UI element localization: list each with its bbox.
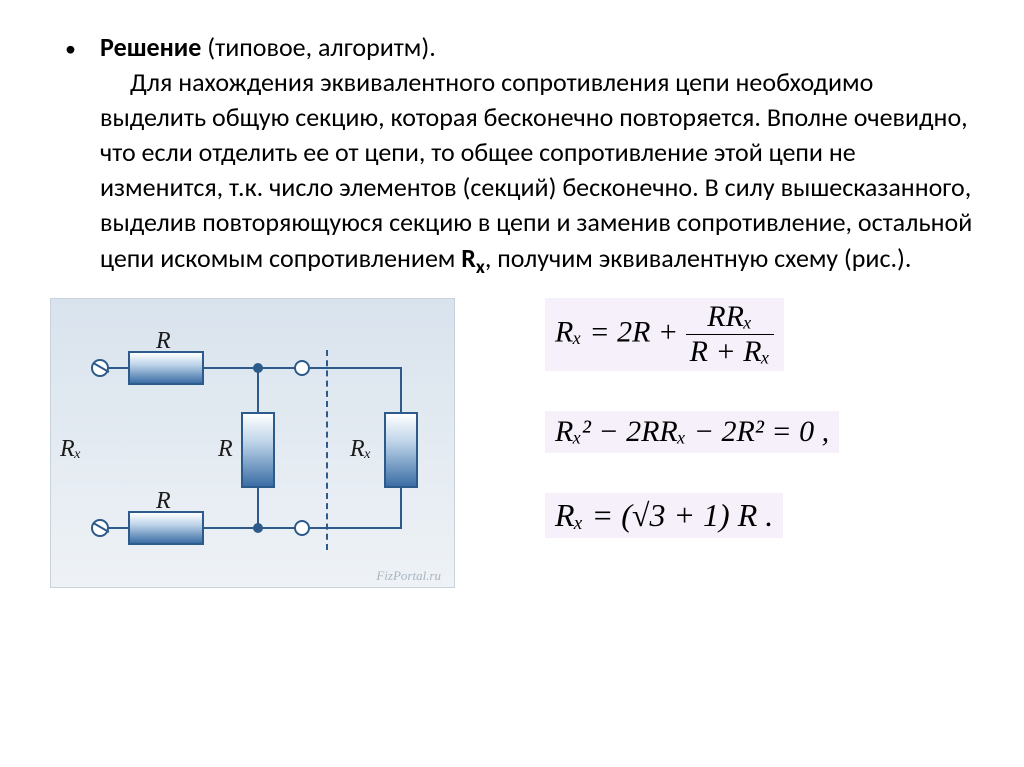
resistor-mid <box>241 412 275 488</box>
lower-row: R R R Rₓ Rₓ FizPortal.ru Rₓ = 2R + RRₓ R… <box>0 280 1024 588</box>
wire <box>257 368 259 412</box>
wire <box>204 527 259 529</box>
formula-1: Rₓ = 2R + RRₓ R + Rₓ <box>545 298 784 371</box>
label-r-bottom: R <box>156 488 171 515</box>
dashed-line <box>326 350 328 550</box>
label-r-top: R <box>156 328 171 355</box>
wire <box>257 488 259 528</box>
wire <box>108 527 128 529</box>
label-rx-side: Rₓ <box>60 436 81 463</box>
body-part2: , получим эквивалентную схему (рис.). <box>485 242 912 274</box>
heading-bold: Решение <box>100 31 201 63</box>
wire <box>204 367 259 369</box>
terminal-bottom <box>91 519 109 537</box>
resistor-bottom <box>128 511 204 545</box>
bullet-paragraph: • Решение (типовое, алгоритм). Для нахож… <box>100 30 974 280</box>
wire <box>400 368 402 412</box>
rx-symbol: Rx <box>461 242 485 274</box>
heading-rest: (типовое, алгоритм). <box>201 31 435 63</box>
open-node <box>294 520 310 536</box>
wire <box>310 527 402 529</box>
resistor-rx <box>384 412 418 488</box>
label-rx-branch: Rₓ <box>350 436 371 463</box>
formula-2: Rₓ² − 2RRₓ − 2R² = 0 , <box>545 411 839 453</box>
circuit-diagram: R R R Rₓ Rₓ FizPortal.ru <box>50 298 455 588</box>
open-node <box>294 360 310 376</box>
resistor-top <box>128 351 204 385</box>
label-r-mid: R <box>218 436 233 463</box>
wire <box>310 367 402 369</box>
wire <box>108 367 128 369</box>
formula-3: Rₓ = (√3 + 1) R . <box>545 493 783 538</box>
formula-column: Rₓ = 2R + RRₓ R + Rₓ Rₓ² − 2RRₓ − 2R² = … <box>455 298 974 578</box>
bullet-icon: • <box>65 34 76 64</box>
wire <box>400 488 402 528</box>
terminal-top <box>91 359 109 377</box>
text-block: • Решение (типовое, алгоритм). Для нахож… <box>0 0 1024 280</box>
watermark: FizPortal.ru <box>376 568 441 584</box>
